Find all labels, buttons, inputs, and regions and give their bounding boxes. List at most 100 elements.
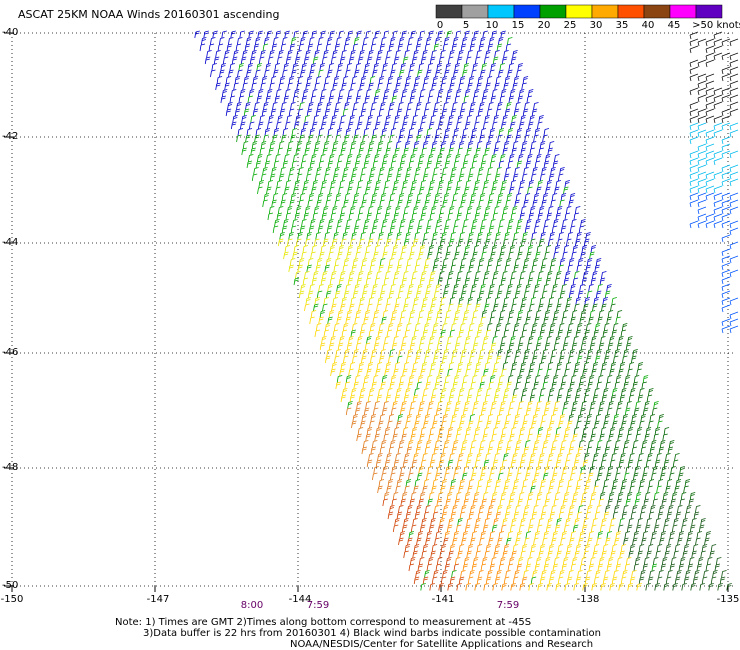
wind-barb — [406, 290, 413, 299]
wind-barb — [467, 141, 474, 149]
wind-barb — [480, 531, 486, 539]
wind-barb — [591, 368, 597, 377]
wind-barb — [709, 550, 715, 559]
wind-barb — [331, 303, 337, 312]
wind-barb — [284, 245, 291, 253]
wind-barb — [535, 498, 541, 507]
wind-barb — [451, 290, 458, 299]
wind-barb — [618, 583, 624, 591]
wind-barb — [515, 472, 522, 481]
wind-barb — [354, 160, 361, 169]
wind-barb — [397, 414, 403, 422]
wind-barb — [253, 167, 259, 175]
wind-barb — [387, 388, 393, 396]
wind-barb — [428, 524, 435, 533]
wind-barb — [559, 446, 566, 455]
wind-barb — [456, 427, 463, 435]
wind-barb — [334, 290, 341, 299]
wind-barb — [622, 414, 628, 422]
wind-barb — [533, 134, 539, 143]
wind-barb — [570, 563, 577, 572]
wind-barb — [383, 245, 390, 253]
wind-barb — [295, 147, 301, 156]
wind-barb — [392, 30, 398, 39]
wind-barb — [609, 427, 616, 435]
wind-barb — [279, 76, 286, 84]
wind-barb — [648, 420, 654, 429]
wind-barb — [474, 427, 481, 435]
wind-barb — [545, 186, 551, 195]
wind-barb — [459, 355, 466, 364]
wind-barb — [438, 56, 445, 65]
wind-barb — [360, 388, 366, 396]
wind-barb — [321, 180, 327, 188]
wind-barb — [671, 524, 678, 533]
wind-barb — [630, 511, 637, 520]
wind-barb — [380, 225, 387, 234]
wind-barb — [401, 30, 407, 39]
wind-barb — [635, 433, 641, 442]
wind-barb — [508, 63, 514, 71]
wind-barb — [429, 459, 436, 468]
wind-barb — [331, 362, 338, 370]
wind-barb — [323, 82, 329, 91]
wind-barb — [531, 479, 538, 487]
wind-barb — [578, 225, 585, 234]
wind-barb — [658, 414, 664, 422]
wind-barb — [298, 167, 304, 175]
wind-barb — [550, 258, 557, 266]
wind-barb — [272, 193, 279, 201]
wind-barb — [607, 342, 614, 351]
wind-barb — [688, 557, 695, 565]
wind-barb — [366, 212, 373, 221]
wind-barb — [407, 381, 413, 390]
wind-barb — [639, 388, 645, 396]
wind-barb — [629, 485, 635, 494]
wind-barb — [473, 154, 479, 162]
wind-barb — [400, 466, 406, 474]
wind-barb — [475, 238, 482, 247]
edge-wind-barb — [713, 220, 723, 229]
wind-barb — [354, 407, 361, 416]
wind-barb — [532, 446, 539, 455]
wind-barb — [522, 323, 529, 331]
wind-barb — [604, 570, 610, 578]
wind-barb — [615, 407, 622, 416]
wind-barb — [354, 316, 360, 325]
wind-barb — [412, 394, 419, 403]
wind-barb — [462, 563, 469, 572]
wind-barb — [340, 238, 347, 247]
wind-barb — [279, 232, 285, 240]
wind-barb — [450, 388, 456, 396]
wind-barb — [391, 342, 398, 351]
wind-barb — [394, 271, 400, 279]
wind-barb — [436, 466, 442, 474]
wind-barb — [339, 212, 346, 221]
wind-barb — [201, 37, 207, 45]
wind-barb — [483, 336, 489, 344]
wind-barb — [431, 50, 437, 58]
wind-barb — [299, 193, 306, 201]
wind-barb — [579, 316, 585, 325]
wind-barb — [401, 277, 408, 286]
wind-barb — [569, 193, 576, 201]
wind-barb — [233, 82, 239, 91]
wind-barb — [499, 342, 506, 351]
wind-barb — [445, 498, 451, 507]
wind-barb — [500, 154, 506, 162]
wind-barb — [446, 89, 453, 97]
wind-barb — [460, 570, 466, 578]
wind-barb — [305, 50, 311, 58]
wind-barb — [533, 505, 539, 513]
edge-wind-barb — [697, 59, 707, 68]
wind-barb — [410, 492, 417, 500]
wind-barb — [467, 544, 474, 552]
wind-barb — [402, 336, 408, 344]
wind-barb — [605, 381, 611, 390]
wind-barb — [403, 550, 409, 559]
wind-barb — [586, 570, 592, 578]
wind-barb — [352, 43, 359, 52]
wind-barb — [623, 537, 629, 546]
wind-barb — [427, 557, 434, 565]
wind-barb — [585, 511, 592, 520]
